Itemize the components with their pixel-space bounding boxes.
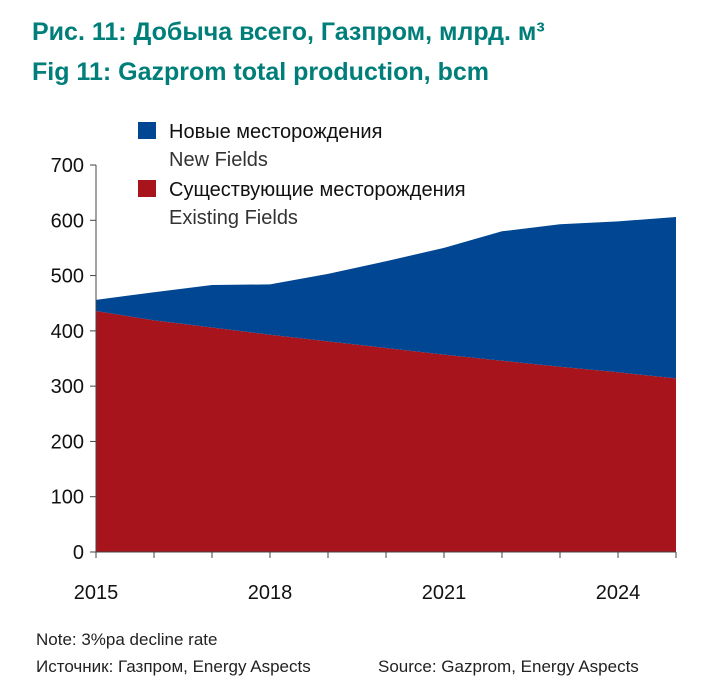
legend-existing-fields-label-ru: Существующие месторождения — [169, 179, 466, 201]
x-tick-label: 2015 — [74, 582, 119, 604]
y-tick-label: 600 — [51, 210, 84, 232]
source-en: Source: Gazprom, Energy Aspects — [378, 657, 639, 676]
chart-title-ru: Рис. 11: Добыча всего, Газпром, млрд. м³ — [32, 18, 545, 46]
y-tick-label: 0 — [73, 542, 84, 564]
y-tick-label: 200 — [51, 431, 84, 453]
legend-new-fields-label-en: New Fields — [169, 149, 268, 171]
existing-fields-area — [96, 311, 676, 552]
y-tick-label: 300 — [51, 376, 84, 398]
y-tick-label: 400 — [51, 321, 84, 343]
legend-existing-fields-label-en: Existing Fields — [169, 207, 298, 229]
legend-new-fields-label-ru: Новые месторождения — [169, 121, 382, 143]
y-tick-label: 500 — [51, 266, 84, 288]
x-tick-label: 2021 — [422, 582, 467, 604]
legend-new-fields-swatch — [138, 122, 156, 139]
new-fields-area — [96, 217, 676, 379]
y-tick-label: 700 — [51, 155, 84, 177]
chart-title-en: Fig 11: Gazprom total production, bcm — [32, 58, 489, 86]
x-tick-label: 2024 — [596, 582, 641, 604]
footnote: Note: 3%pa decline rate — [36, 630, 218, 649]
legend-existing-fields-swatch — [138, 180, 156, 197]
x-tick-label: 2018 — [248, 582, 293, 604]
source-ru: Источник: Газпром, Energy Aspects — [36, 657, 311, 676]
y-tick-label: 100 — [51, 487, 84, 509]
